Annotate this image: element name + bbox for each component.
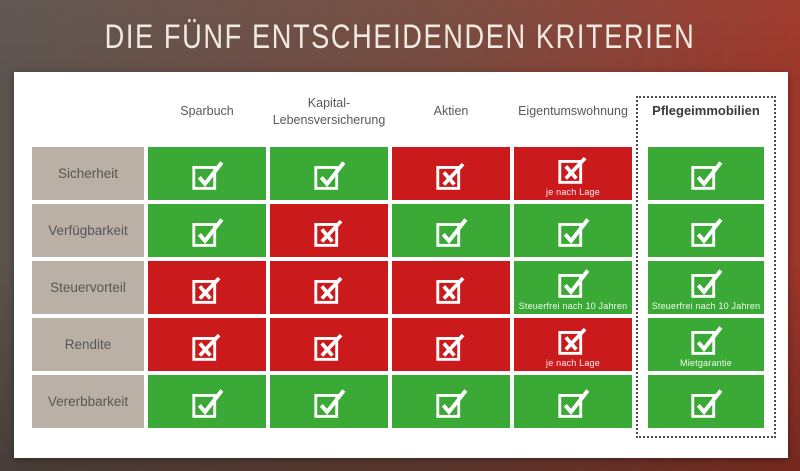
- column-header-kapital-lebensversicherung: Kapital- Lebensversicherung: [272, 96, 386, 127]
- column-header-aktien: Aktien: [433, 104, 469, 119]
- checkbox-checked-icon: [691, 269, 723, 298]
- table-corner-cell: [32, 72, 144, 143]
- criteria-table: Sparbuch Kapital- Lebensversicherung Aktie…: [32, 72, 776, 428]
- row-label-steuervorteil: Steuervorteil: [32, 261, 144, 314]
- checkbox-checked-icon: [691, 326, 723, 355]
- table-cell-vererbbarkeit-eigentumswohnung: [514, 375, 632, 428]
- comparison-card: Sparbuch Kapital- Lebensversicherung Aktie…: [14, 72, 788, 458]
- checkbox-checked-icon: [436, 389, 468, 418]
- cell-note: je nach Lage: [546, 358, 600, 368]
- checkbox-crossed-icon: [314, 219, 343, 247]
- checkbox-checked-icon: [192, 161, 224, 190]
- checkbox-crossed-icon: [192, 333, 221, 361]
- row-label-vererbbarkeit: Vererbbarkeit: [32, 375, 144, 428]
- table-cell-verf-gbarkeit-pflegeimmobilien: [648, 204, 764, 257]
- table-cell-vererbbarkeit-sparbuch: [148, 375, 266, 428]
- checkbox-checked-icon: [558, 218, 590, 247]
- table-cell-vererbbarkeit-aktien: [392, 375, 510, 428]
- page-title: DIE FÜNF ENTSCHEIDENDEN KRITERIEN: [104, 18, 696, 56]
- column-header-pflegeimmobilien: Pflegeimmobilien: [652, 103, 760, 119]
- row-label-verf-gbarkeit: Verfügbarkeit: [32, 204, 144, 257]
- checkbox-checked-icon: [436, 218, 468, 247]
- table-cell-verf-gbarkeit-eigentumswohnung: [514, 204, 632, 257]
- table-cell-steuervorteil-eigentumswohnung: Steuerfrei nach 10 Jahren: [514, 261, 632, 314]
- checkbox-crossed-icon: [192, 276, 221, 304]
- row-label-rendite: Rendite: [32, 318, 144, 371]
- table-cell-sicherheit-kapital-lebensversicherung: [270, 147, 388, 200]
- table-cell-steuervorteil-kapital-lebensversicherung: [270, 261, 388, 314]
- checkbox-checked-icon: [192, 389, 224, 418]
- table-cell-sicherheit-sparbuch: [148, 147, 266, 200]
- table-cell-rendite-kapital-lebensversicherung: [270, 318, 388, 371]
- table-cell-verf-gbarkeit-kapital-lebensversicherung: [270, 204, 388, 257]
- checkbox-checked-icon: [558, 389, 590, 418]
- cell-note: Mietgarantie: [680, 358, 732, 368]
- checkbox-checked-icon: [314, 161, 346, 190]
- cell-note: Steuerfrei nach 10 Jahren: [651, 301, 761, 311]
- checkbox-checked-icon: [691, 389, 723, 418]
- table-cell-steuervorteil-pflegeimmobilien: Steuerfrei nach 10 Jahren: [648, 261, 764, 314]
- checkbox-crossed-icon: [314, 333, 343, 361]
- column-header-eigentumswohnung: Eigentumswohnung: [518, 104, 628, 119]
- checkbox-checked-icon: [558, 269, 590, 298]
- checkbox-crossed-icon: [314, 276, 343, 304]
- checkbox-crossed-icon: [436, 276, 465, 304]
- table-cell-sicherheit-eigentumswohnung: je nach Lage: [514, 147, 632, 200]
- table-cell-verf-gbarkeit-sparbuch: [148, 204, 266, 257]
- table-cell-steuervorteil-sparbuch: [148, 261, 266, 314]
- checkbox-checked-icon: [314, 389, 346, 418]
- table-cell-vererbbarkeit-kapital-lebensversicherung: [270, 375, 388, 428]
- cell-note: Steuerfrei nach 10 Jahren: [518, 301, 628, 311]
- row-label-sicherheit: Sicherheit: [32, 147, 144, 200]
- column-header-sparbuch: Sparbuch: [180, 104, 234, 119]
- checkbox-crossed-icon: [558, 156, 587, 184]
- table-cell-rendite-sparbuch: [148, 318, 266, 371]
- checkbox-checked-icon: [192, 218, 224, 247]
- cell-note: je nach Lage: [546, 187, 600, 197]
- checkbox-crossed-icon: [558, 327, 587, 355]
- table-cell-rendite-pflegeimmobilien: Mietgarantie: [648, 318, 764, 371]
- table-cell-verf-gbarkeit-aktien: [392, 204, 510, 257]
- table-cell-sicherheit-aktien: [392, 147, 510, 200]
- table-cell-rendite-aktien: [392, 318, 510, 371]
- table-cell-sicherheit-pflegeimmobilien: [648, 147, 764, 200]
- checkbox-checked-icon: [691, 161, 723, 190]
- checkbox-crossed-icon: [436, 162, 465, 190]
- table-cell-steuervorteil-aktien: [392, 261, 510, 314]
- table-cell-vererbbarkeit-pflegeimmobilien: [648, 375, 764, 428]
- checkbox-crossed-icon: [436, 333, 465, 361]
- checkbox-checked-icon: [691, 218, 723, 247]
- table-cell-rendite-eigentumswohnung: je nach Lage: [514, 318, 632, 371]
